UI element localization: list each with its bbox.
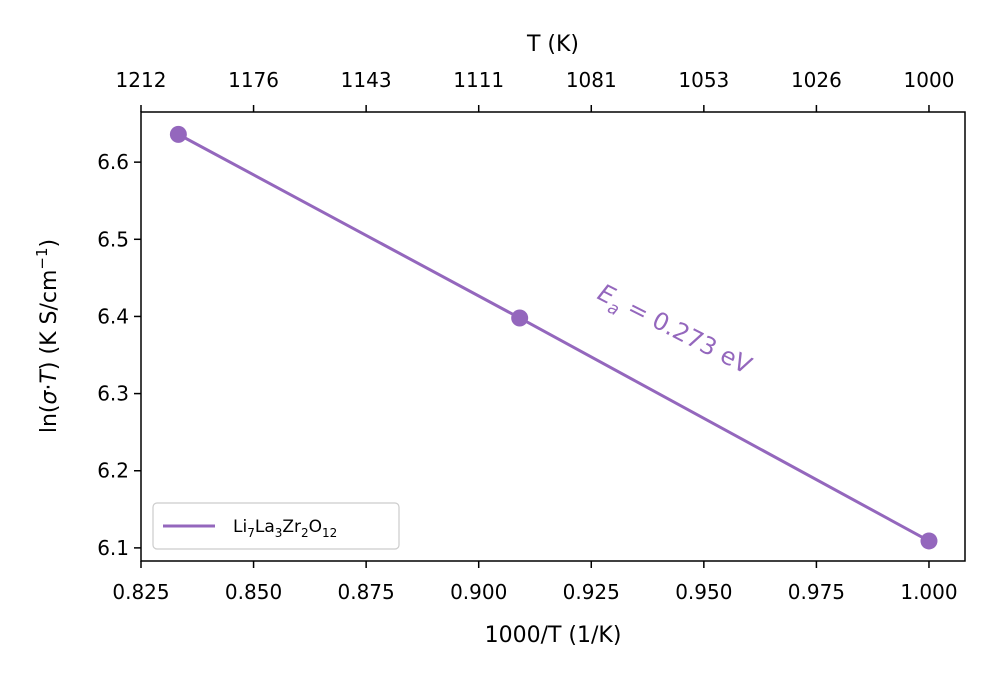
y-tick-label: 6.5: [97, 227, 129, 251]
top-tick-label: 1026: [791, 68, 842, 92]
series-line: [177, 133, 930, 543]
data-point: [920, 532, 938, 550]
top-tick-label: 1000: [904, 68, 955, 92]
x-tick-label: 0.975: [788, 580, 845, 604]
x-axis-title: 1000/T (1/K): [485, 623, 622, 648]
x-tick-label: 0.950: [675, 580, 732, 604]
x-tick-label: 0.900: [450, 580, 507, 604]
top-tick-label: 1111: [453, 68, 504, 92]
y-tick-label: 6.1: [97, 536, 129, 560]
legend-box: [152, 502, 400, 550]
y-tick-label: 6.3: [97, 382, 129, 406]
top-tick-label: 1212: [116, 68, 167, 92]
x-tick-label: 0.925: [563, 580, 620, 604]
y-axis-title: ln(σ·T) (K S/cm−1): [33, 239, 62, 433]
legend-label: Li7La3Zr2O12: [233, 517, 337, 540]
x-tick-label: 0.850: [225, 580, 282, 604]
plot-frame: [140, 111, 966, 562]
y-tick-label: 6.6: [97, 150, 129, 174]
top-tick-label: 1081: [566, 68, 617, 92]
data-point: [169, 125, 187, 143]
data-point: [511, 309, 529, 327]
y-axis-ticks: 6.1 6.2 6.3 6.4 6.5 6.6: [97, 150, 141, 560]
y-tick-label: 6.4: [97, 304, 129, 328]
x-tick-label: 0.825: [112, 580, 169, 604]
x-tick-label: 1.000: [900, 580, 957, 604]
y-tick-label: 6.2: [97, 459, 129, 483]
top-tick-label: 1143: [341, 68, 392, 92]
top-axis-ticks: 1212 1176 1143 1111 1081 1053 1026 1000: [116, 68, 955, 112]
top-tick-label: 1053: [678, 68, 729, 92]
x-tick-label: 0.875: [338, 580, 395, 604]
x-axis-ticks: 0.825 0.850 0.875 0.900 0.925 0.950 0.975 1.000: [112, 561, 958, 604]
top-axis-title: T (K): [526, 32, 579, 57]
series-layer: [169, 125, 938, 550]
legend: Li7La3Zr2O12: [152, 502, 400, 550]
top-tick-label: 1176: [228, 68, 279, 92]
